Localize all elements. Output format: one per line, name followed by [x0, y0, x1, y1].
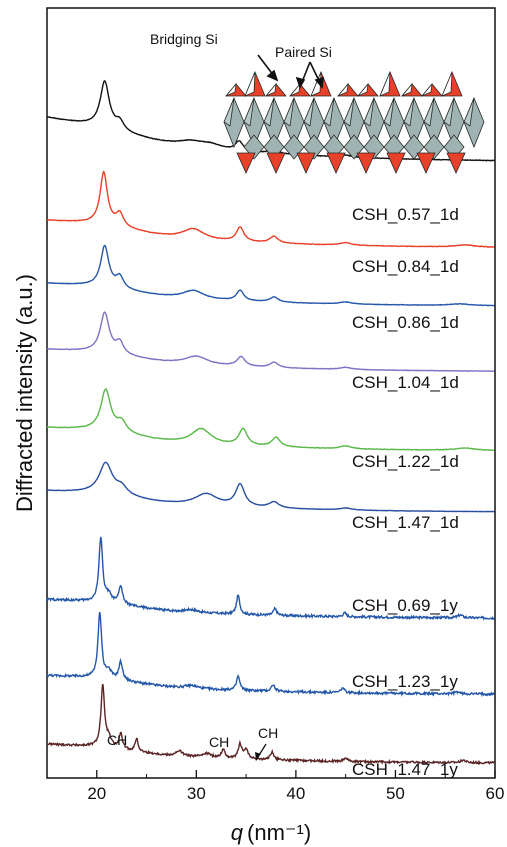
- tetrahedron-top-face: [244, 71, 256, 97]
- y-axis-title: Diffracted intensity (a.u.): [12, 274, 37, 512]
- plot-frame: [46, 7, 496, 779]
- series-line-csh-1-23-1y: [46, 611, 495, 698]
- octahedron-face: [323, 97, 335, 127]
- tetrahedron-top-face: [265, 82, 277, 97]
- octahedron-face: [303, 97, 315, 127]
- series-label: CSH_0.84_1d: [352, 257, 459, 276]
- tetrahedron-bottom: [416, 152, 436, 174]
- octahedron-face: [383, 97, 395, 127]
- bridging-arrowhead: [266, 69, 279, 82]
- silicate-chain-inset: [223, 70, 485, 174]
- tetrahedron-bottom: [236, 152, 256, 174]
- x-axis-var: q: [231, 820, 244, 845]
- x-axis-unit: (nm⁻¹): [247, 820, 311, 845]
- x-tick-label: 20: [87, 784, 106, 803]
- ch-label: CH: [107, 732, 127, 748]
- tetrahedron-top-face: [441, 71, 453, 97]
- series-label: CSH_1.47_1y: [352, 760, 458, 779]
- tetrahedron-top-face: [357, 82, 369, 97]
- octahedron-face: [243, 97, 255, 127]
- octahedron-face: [283, 97, 295, 127]
- octahedron-face: [223, 97, 235, 127]
- tetrahedron-bottom: [446, 152, 466, 174]
- tetrahedron-bottom: [266, 152, 286, 174]
- x-tick-label: 40: [286, 784, 305, 803]
- tetrahedron-top-face: [401, 82, 413, 97]
- tetrahedron-bottom: [356, 152, 376, 174]
- series-label: CSH_1.22_1d: [352, 452, 459, 471]
- ch-annotations: CH CH CH: [107, 725, 278, 761]
- series-line-csh-1-47-1d: [46, 461, 495, 513]
- x-tick-label: 30: [187, 784, 206, 803]
- tetrahedron-top-face: [379, 71, 391, 97]
- tetrahedron-top-face: [225, 82, 237, 97]
- tetrahedron-bottom: [296, 152, 316, 174]
- series-label: CSH_0.69_1y: [352, 596, 458, 615]
- series-label: CSH_1.23_1y: [352, 672, 458, 691]
- tetrahedron-top-face: [421, 82, 433, 97]
- series-label: CSH_1.04_1d: [352, 373, 459, 392]
- x-tick-label: 50: [386, 784, 405, 803]
- series-label: CSH_0.86_1d: [352, 313, 459, 332]
- series-line-csh-0-84-1d: [47, 170, 495, 248]
- series-line-csh-1-22-1d: [46, 388, 495, 452]
- ch-label: CH: [258, 725, 278, 741]
- paired-si-label: Paired Si: [275, 44, 332, 60]
- octahedron-face: [343, 97, 355, 127]
- series-line-csh-0-86-1d: [46, 244, 495, 307]
- inset-arrows: [257, 54, 324, 89]
- x-ticks: 20 30 40 50 60: [46, 770, 505, 803]
- tetrahedron-top-face: [337, 82, 349, 97]
- octahedron-face: [263, 97, 275, 127]
- series-labels: CSH_0.57_1d CSH_0.84_1d CSH_0.86_1d CSH_1.0…: [352, 205, 459, 779]
- ch-arrowhead: [255, 752, 261, 760]
- x-tick-label: 60: [486, 784, 505, 803]
- octahedron-face: [423, 97, 435, 127]
- series-line-csh-1-47-1y: [46, 683, 495, 766]
- series-label: CSH_1.47_1d: [352, 513, 459, 532]
- bridging-si-label: Bridging Si: [150, 31, 218, 47]
- series-line-csh-0-69-1y: [46, 536, 495, 621]
- octahedron-face: [403, 97, 415, 127]
- octahedron-face: [463, 97, 475, 127]
- octahedron-face: [443, 97, 455, 127]
- series-curves: [46, 80, 495, 766]
- x-axis-title: q (nm⁻¹): [231, 820, 311, 845]
- octahedron-face: [363, 97, 375, 127]
- ch-label: CH: [209, 734, 229, 750]
- series-line-csh-1-04-1d: [46, 311, 495, 373]
- paired-arrowhead-left: [295, 76, 306, 89]
- paired-arrowhead-right: [314, 76, 324, 89]
- tetrahedron-bottom: [386, 152, 406, 174]
- tetrahedron-bottom: [326, 152, 346, 174]
- series-label: CSH_0.57_1d: [352, 205, 459, 224]
